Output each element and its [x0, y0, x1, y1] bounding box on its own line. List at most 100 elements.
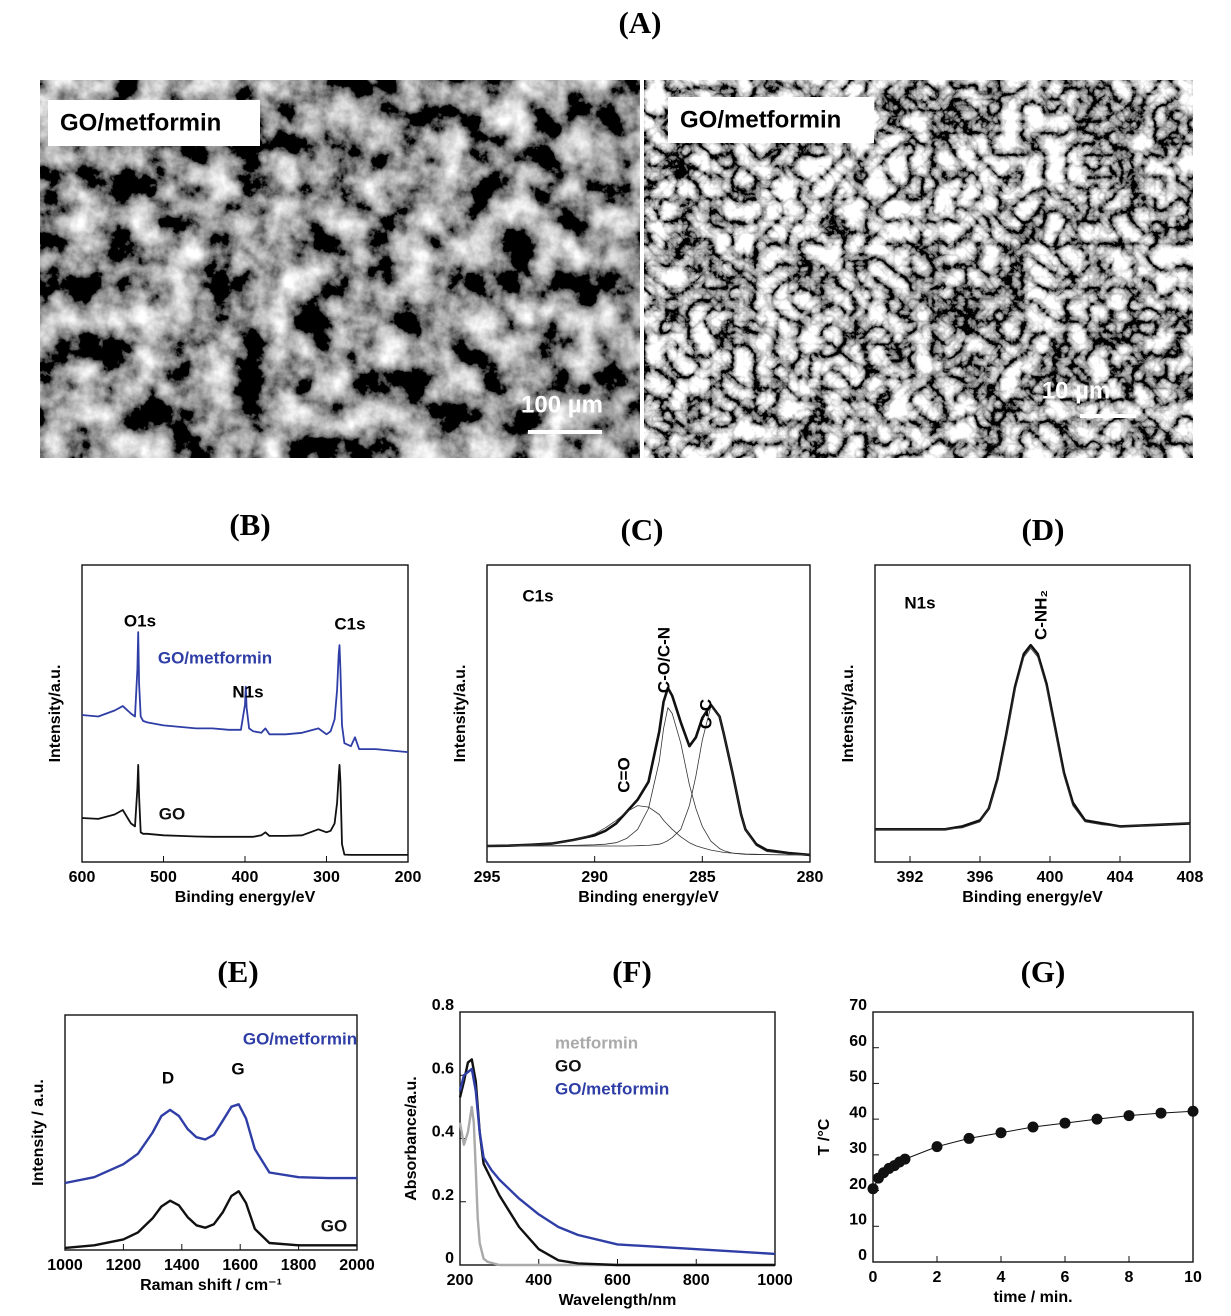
- y-tick-label: 0.6: [432, 1060, 454, 1077]
- annotation: C1s: [334, 614, 365, 633]
- point: [1187, 1105, 1199, 1117]
- annotation: N1s: [904, 593, 935, 612]
- y-tick-label: 0: [858, 1247, 867, 1264]
- y-axis-label: Intensity/a.u.: [452, 665, 469, 763]
- x-tick-label: 290: [581, 869, 608, 886]
- annotation: C=O: [614, 757, 633, 792]
- plot-frame: [872, 1011, 1194, 1263]
- x-tick-label: 2000: [339, 1257, 375, 1274]
- y-tick-label: 20: [849, 1176, 867, 1193]
- legend-label: metformin: [555, 1033, 638, 1052]
- x-tick-label: 600: [604, 1272, 631, 1289]
- panel-label: (A): [618, 5, 661, 40]
- image-caption: GO/metformin: [60, 109, 221, 136]
- annotation: C-C: [696, 699, 715, 729]
- y-axis-label: Intensity / a.u.: [30, 1079, 47, 1186]
- x-tick-label: 400: [1037, 869, 1064, 886]
- image-caption: GO/metformin: [680, 106, 841, 133]
- x-tick-label: 1400: [164, 1257, 200, 1274]
- x-tick-label: 1000: [757, 1272, 793, 1289]
- y-tick-label: 0.2: [432, 1187, 454, 1204]
- x-tick-label: 1600: [222, 1257, 258, 1274]
- scale-label: 10 µm: [1042, 377, 1111, 404]
- x-tick-label: 2: [933, 1269, 942, 1286]
- x-tick-label: 295: [474, 869, 501, 886]
- legend-label: GO: [555, 1056, 581, 1075]
- series-line: [486, 686, 811, 857]
- x-tick-label: 1000: [47, 1257, 83, 1274]
- series-line: [81, 631, 409, 753]
- legend-label: GO: [159, 804, 185, 823]
- x-tick-label: 404: [1107, 869, 1134, 886]
- x-axis-label: Binding energy/eV: [175, 889, 316, 906]
- series-line: [458, 1067, 776, 1256]
- x-tick-label: 10: [1184, 1269, 1202, 1286]
- panel-label: (G): [1021, 954, 1066, 989]
- panel-label: (D): [1021, 512, 1064, 547]
- sem-image: GO/metformin 100 µm: [40, 80, 640, 458]
- point: [1155, 1107, 1167, 1119]
- x-tick-label: 285: [689, 869, 716, 886]
- x-tick-label: 200: [447, 1272, 474, 1289]
- x-axis-label: time / min.: [993, 1289, 1072, 1306]
- annotation: O1s: [124, 611, 156, 630]
- point: [931, 1141, 943, 1153]
- series-line: [875, 643, 1191, 831]
- annotation: D: [162, 1068, 174, 1087]
- x-tick-label: 800: [683, 1272, 710, 1289]
- series-line: [64, 1190, 357, 1250]
- x-tick-label: 1800: [281, 1257, 317, 1274]
- plot-frame: [874, 564, 1191, 863]
- x-tick-label: 396: [967, 869, 994, 886]
- y-tick-label: 50: [849, 1069, 867, 1086]
- y-axis-label: Intensity/a.u.: [840, 665, 857, 763]
- caption-box: [668, 97, 874, 143]
- point: [1059, 1117, 1071, 1129]
- x-tick-label: 200: [395, 869, 422, 886]
- x-tick-label: 0: [869, 1269, 878, 1286]
- y-tick-label: 0.8: [432, 997, 454, 1014]
- sem-image: GO/metformin 10 µm: [644, 80, 1193, 458]
- point: [1027, 1121, 1039, 1133]
- x-axis-label: Binding energy/eV: [578, 889, 719, 906]
- x-tick-label: 1200: [106, 1257, 142, 1274]
- y-tick-label: 40: [849, 1104, 867, 1121]
- scale-label: 100 µm: [521, 391, 603, 418]
- annotation: C-NH₂: [1031, 590, 1050, 640]
- y-tick-label: 0.4: [432, 1124, 454, 1141]
- y-tick-label: 70: [849, 997, 867, 1014]
- y-tick-label: 0: [445, 1250, 454, 1267]
- x-tick-label: 408: [1177, 869, 1204, 886]
- point: [963, 1132, 975, 1144]
- legend-label: GO/metformin: [158, 648, 272, 667]
- x-tick-label: 8: [1125, 1269, 1134, 1286]
- annotation: C1s: [522, 586, 553, 605]
- annotation: G: [231, 1059, 244, 1078]
- y-tick-label: 60: [849, 1033, 867, 1050]
- legend-label: GO/metformin: [243, 1029, 357, 1048]
- point: [995, 1127, 1007, 1139]
- y-tick-label: 10: [849, 1212, 867, 1229]
- series-line: [81, 764, 408, 856]
- x-tick-label: 400: [232, 869, 259, 886]
- point: [899, 1153, 911, 1165]
- x-tick-label: 600: [69, 869, 96, 886]
- annotation: N1s: [232, 682, 263, 701]
- y-axis-label: Intensity/a.u.: [47, 665, 64, 763]
- legend-label: GO: [321, 1216, 347, 1235]
- legend-label: GO/metformin: [555, 1079, 669, 1098]
- x-axis-label: Wavelength/nm: [559, 1292, 677, 1309]
- panel-label: (E): [217, 954, 258, 989]
- caption-box: [48, 100, 260, 146]
- point: [867, 1183, 879, 1195]
- plot-frame: [64, 1014, 358, 1251]
- series-line: [458, 1105, 775, 1267]
- x-tick-label: 300: [313, 869, 340, 886]
- x-tick-label: 280: [797, 869, 824, 886]
- series-line: [458, 1058, 775, 1267]
- series-line: [487, 705, 811, 856]
- annotation: C-O/C-N: [654, 627, 673, 693]
- series-line: [64, 1103, 357, 1185]
- y-axis-label: T /°C: [816, 1118, 833, 1155]
